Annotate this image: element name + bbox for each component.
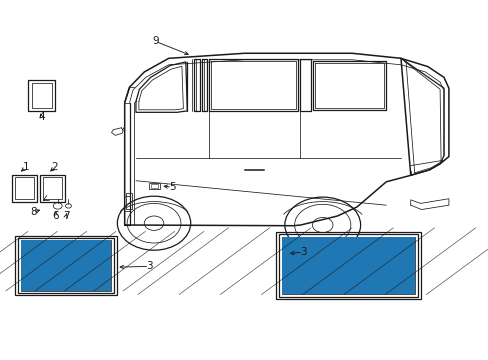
Bar bbox=[20, 240, 111, 291]
Bar bbox=[20, 240, 111, 291]
Bar bbox=[32, 83, 52, 108]
Bar bbox=[40, 175, 64, 202]
Bar bbox=[12, 175, 37, 202]
Text: 2: 2 bbox=[51, 162, 58, 172]
Bar bbox=[126, 193, 132, 209]
Bar bbox=[18, 238, 114, 293]
Bar bbox=[28, 80, 55, 111]
Bar bbox=[282, 237, 414, 294]
Text: 1: 1 bbox=[22, 162, 29, 172]
Bar bbox=[276, 232, 420, 299]
Text: 7: 7 bbox=[62, 211, 69, 221]
Text: 3: 3 bbox=[145, 261, 152, 271]
Text: 4: 4 bbox=[38, 112, 45, 122]
Bar bbox=[279, 234, 417, 297]
Bar bbox=[149, 183, 160, 189]
Text: 8: 8 bbox=[30, 207, 37, 217]
Bar bbox=[15, 236, 117, 295]
Text: 6: 6 bbox=[52, 211, 59, 221]
Text: 5: 5 bbox=[168, 182, 175, 192]
Bar bbox=[15, 177, 34, 199]
Bar bbox=[43, 177, 61, 199]
Bar bbox=[150, 184, 158, 188]
Bar bbox=[282, 237, 414, 294]
Text: 9: 9 bbox=[152, 36, 159, 46]
Text: 3: 3 bbox=[299, 247, 306, 257]
